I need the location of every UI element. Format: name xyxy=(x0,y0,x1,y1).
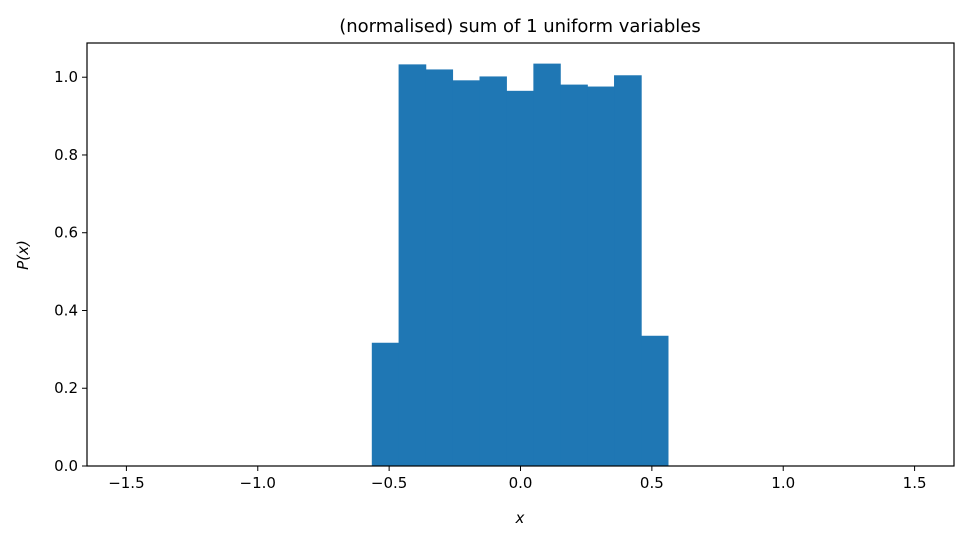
bars-group xyxy=(371,63,669,467)
histogram-bar-4 xyxy=(479,76,507,466)
x-tick-label: 1.0 xyxy=(771,474,795,492)
x-axis-label: x xyxy=(515,509,525,527)
y-tick-label: 0.2 xyxy=(54,379,78,397)
y-tick-label: 0.0 xyxy=(54,457,78,475)
y-tick-label: 0.8 xyxy=(54,146,78,164)
histogram-bar-3 xyxy=(452,80,481,466)
histogram-bar-10 xyxy=(641,335,669,466)
x-tick-label: 0.5 xyxy=(640,474,664,492)
x-tick-label: 1.5 xyxy=(903,474,927,492)
chart-title: (normalised) sum of 1 uniform variables xyxy=(339,16,701,37)
histogram-bar-6 xyxy=(533,63,561,467)
histogram-bar-0 xyxy=(371,342,400,466)
y-tick-label: 0.4 xyxy=(54,301,78,319)
histogram-bar-7 xyxy=(560,84,588,466)
y-axis-ticks: 0.0 0.2 0.4 0.6 0.8 1.0 xyxy=(54,68,87,475)
histogram-bar-1 xyxy=(398,64,427,466)
y-tick-label: 0.6 xyxy=(54,224,78,242)
histogram-bar-8 xyxy=(587,86,615,466)
histogram-bar-5 xyxy=(506,90,534,466)
x-axis-ticks: −1.5 −1.0 −0.5 0.0 0.5 1.0 1.5 xyxy=(108,466,927,492)
x-tick-label: −1.0 xyxy=(240,474,276,492)
x-tick-label: −1.5 xyxy=(108,474,144,492)
histogram-bar-2 xyxy=(425,69,454,466)
y-axis-label: P(x) xyxy=(14,240,32,270)
x-tick-label: −0.5 xyxy=(371,474,407,492)
histogram-bar-9 xyxy=(614,75,642,467)
y-tick-label: 1.0 xyxy=(54,68,78,86)
x-tick-label: 0.0 xyxy=(509,474,533,492)
plot-frame xyxy=(86,42,955,467)
